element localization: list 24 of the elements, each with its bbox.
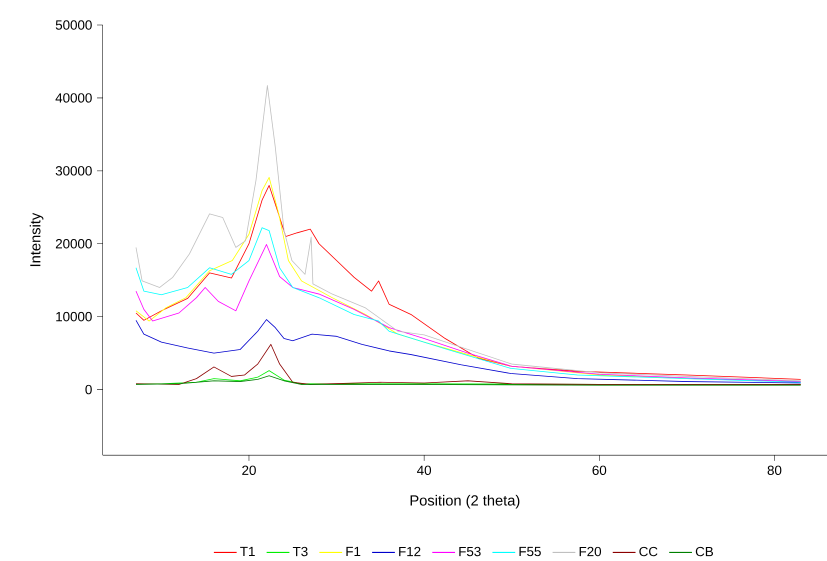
line-series: [136, 375, 802, 386]
x-tick-label: 20: [242, 465, 256, 475]
legend-label: F1: [346, 546, 360, 556]
legend-label: CB: [696, 546, 713, 556]
x-tick-label: 60: [592, 465, 606, 475]
legend-label: F55: [519, 546, 541, 556]
line-series: [136, 319, 802, 384]
x-axis-title: Position (2 theta): [410, 494, 520, 508]
legend-label: CC: [639, 546, 658, 556]
legend-label: T3: [292, 546, 308, 556]
legend-label: F53: [459, 546, 481, 556]
line-series: [136, 344, 802, 385]
y-tick-label: 40000: [56, 93, 92, 103]
x-tick-label: 80: [768, 465, 782, 475]
legend-label: F20: [580, 546, 602, 556]
legend-label: F12: [399, 546, 420, 556]
y-axis-title: Intensity: [30, 212, 44, 266]
y-tick-label: 50000: [56, 20, 92, 30]
y-tick-label: 0: [85, 384, 92, 394]
x-tick-label: 40: [417, 465, 432, 475]
y-tick-label: 10000: [56, 312, 92, 322]
y-tick-label: 20000: [56, 238, 92, 248]
legend-label: T1: [240, 546, 255, 556]
y-tick-label: 30000: [56, 166, 92, 176]
